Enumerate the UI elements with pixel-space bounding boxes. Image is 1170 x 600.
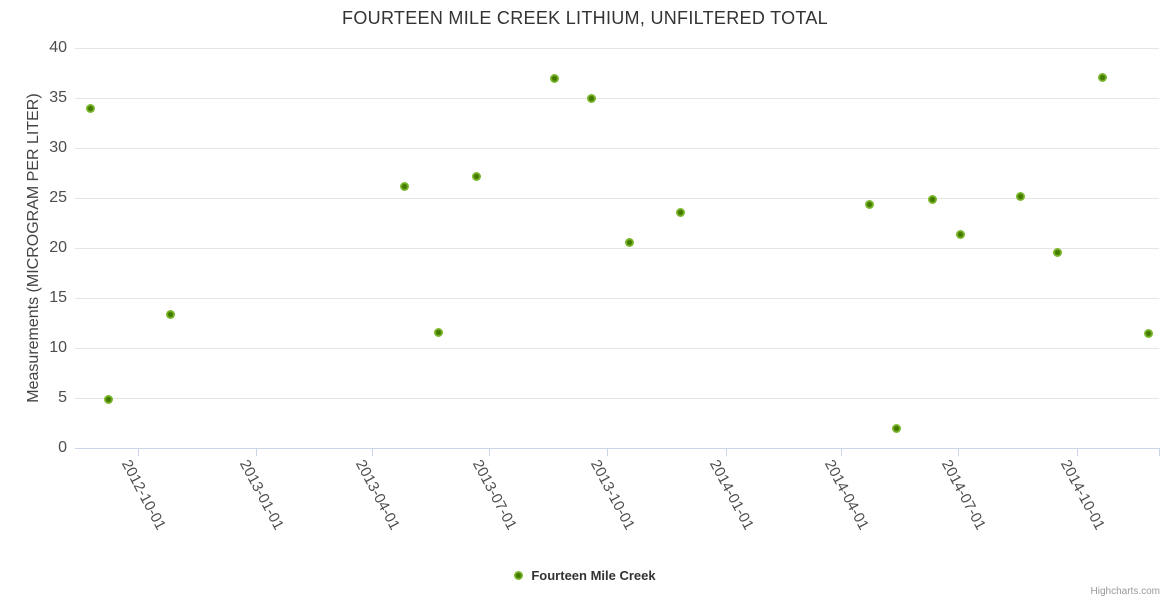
x-axis-tick [256, 449, 258, 456]
y-axis-label: 5 [58, 389, 67, 406]
x-axis-tick [138, 449, 139, 456]
x-axis-tick [1076, 449, 1078, 456]
y-gridline [75, 248, 1159, 249]
data-point[interactable] [865, 199, 875, 209]
data-point[interactable] [85, 103, 95, 113]
y-axis-label: 30 [49, 139, 67, 156]
data-point[interactable] [1097, 72, 1107, 82]
data-point[interactable] [1015, 191, 1025, 201]
x-axis-end-tick [1159, 449, 1160, 456]
y-axis-label: 35 [49, 89, 67, 106]
data-point[interactable] [103, 394, 113, 404]
data-point[interactable] [1052, 247, 1062, 257]
legend-label: Fourteen Mile Creek [531, 568, 656, 583]
data-point[interactable] [624, 237, 634, 247]
data-point[interactable] [587, 93, 597, 103]
x-axis-tick [372, 449, 374, 456]
x-axis-label: 2014-07-01 [938, 457, 990, 533]
y-gridline [75, 398, 1159, 399]
y-axis-label: 20 [49, 239, 67, 256]
x-axis-label: 2014-10-01 [1056, 457, 1108, 533]
data-point[interactable] [676, 207, 686, 217]
x-axis-tick [725, 449, 727, 456]
y-axis-label: 10 [49, 339, 67, 356]
y-gridline [75, 198, 1159, 199]
legend-item[interactable]: Fourteen Mile Creek [0, 568, 1170, 583]
x-axis-label: 2013-01-01 [236, 457, 288, 533]
data-point[interactable] [165, 309, 175, 319]
data-point[interactable] [550, 73, 560, 83]
y-axis-label: 25 [49, 189, 67, 206]
y-axis-label: 40 [49, 39, 67, 56]
data-point[interactable] [434, 327, 444, 337]
y-gridline [75, 98, 1159, 99]
legend-marker-icon [514, 571, 524, 580]
chart-title: FOURTEEN MILE CREEK LITHIUM, UNFILTERED … [342, 8, 828, 28]
x-axis-label: 2012-10-01 [117, 457, 170, 533]
x-axis-label: 2014-04-01 [821, 457, 873, 533]
y-axis-label: 0 [58, 439, 67, 456]
data-point[interactable] [399, 181, 409, 191]
x-axis-label: 2014-01-01 [705, 457, 757, 533]
y-gridline [75, 348, 1159, 349]
y-gridline [75, 48, 1159, 49]
x-axis-label: 2013-04-01 [352, 457, 404, 533]
data-point[interactable] [928, 194, 938, 204]
data-point[interactable] [956, 229, 966, 239]
data-point[interactable] [892, 423, 902, 433]
x-axis-tick [958, 449, 960, 456]
y-axis-label: 15 [49, 289, 67, 306]
credits-link[interactable]: Highcharts.com [1090, 586, 1160, 597]
x-axis-label: 2013-07-01 [469, 457, 521, 533]
data-point[interactable] [1144, 328, 1154, 338]
y-gridline [75, 298, 1159, 299]
x-axis-tick [489, 449, 491, 456]
x-axis-label: 2013-10-01 [587, 457, 639, 533]
data-point[interactable] [471, 171, 481, 181]
y-gridline [75, 148, 1159, 149]
x-axis-tick [841, 449, 843, 456]
x-axis-line [75, 448, 1160, 449]
plot-area [75, 48, 1159, 448]
x-axis-tick [607, 449, 609, 456]
